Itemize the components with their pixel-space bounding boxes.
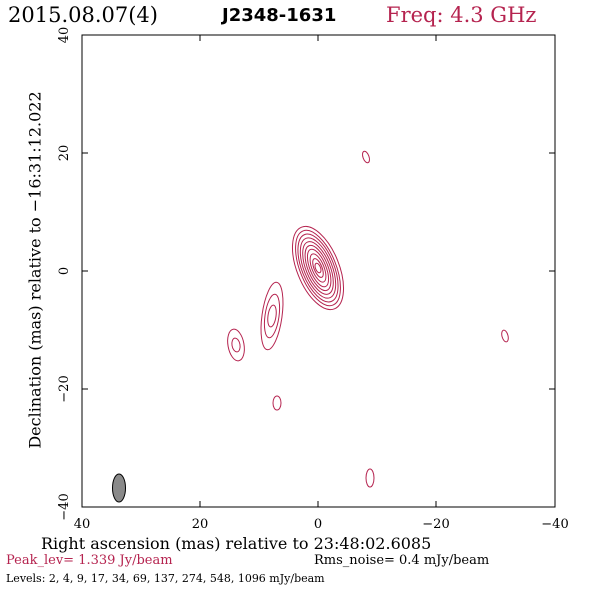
y-axis-label: Declination (mas) relative to −16:31:12.… xyxy=(25,91,45,449)
plot-frame xyxy=(81,34,556,508)
xtick-label: 40 xyxy=(74,517,91,532)
xtick-label: 0 xyxy=(314,517,322,532)
knot xyxy=(272,395,282,411)
xtick-label: 20 xyxy=(192,517,209,532)
beam-ellipse xyxy=(112,473,126,503)
observation-date: 2015.08.07(4) xyxy=(8,3,158,27)
knot xyxy=(365,468,375,488)
x-axis-label: Right ascension (mas) relative to 23:48:… xyxy=(41,534,432,553)
ytick-label: 40 xyxy=(57,27,72,44)
knot xyxy=(501,329,509,343)
rms-noise: Rms_noise= 0.4 mJy/beam xyxy=(314,553,490,568)
xtick-label: −20 xyxy=(422,517,449,532)
contours xyxy=(227,150,509,488)
knot xyxy=(362,150,370,164)
ytick-label: 0 xyxy=(57,267,72,275)
ytick-label: −20 xyxy=(57,375,72,402)
peak-level: Peak_lev= 1.339 Jy/beam xyxy=(6,553,173,568)
ytick-label: 20 xyxy=(57,145,72,162)
axis-ticks xyxy=(81,35,556,507)
jet-component xyxy=(260,281,284,351)
contour-levels: Levels: 2, 4, 9, 17, 34, 69, 137, 274, 5… xyxy=(6,572,325,585)
ytick-label: −40 xyxy=(57,493,72,520)
xtick-label: −40 xyxy=(541,517,568,532)
core-component xyxy=(291,225,345,311)
source-name: J2348-1631 xyxy=(222,5,337,26)
knot xyxy=(227,328,245,362)
frequency-label: Freq: 4.3 GHz xyxy=(386,3,537,27)
